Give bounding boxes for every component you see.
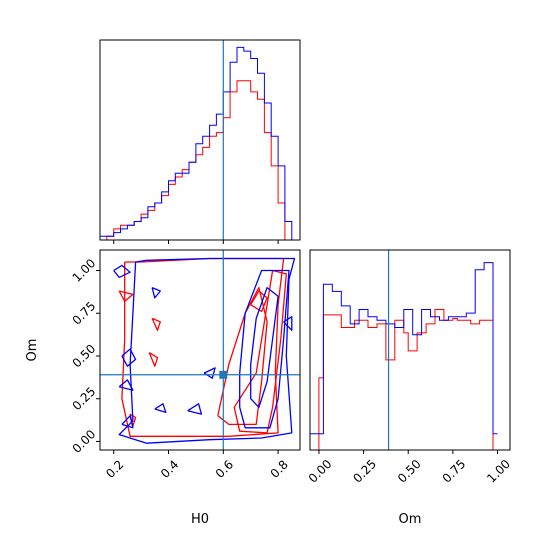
x-axis-label-om: Om xyxy=(399,512,422,527)
contour-frame xyxy=(99,249,301,451)
histogram-step-red xyxy=(310,309,498,451)
contour-blue-1 xyxy=(239,269,290,429)
contour-y-tick-label-4: 1.00 xyxy=(70,256,99,285)
histogram-step-blue xyxy=(100,46,299,241)
contour-blue-9 xyxy=(187,403,203,415)
contour-y-tick-label-3: 0.75 xyxy=(70,299,99,328)
contour-red-3 xyxy=(250,290,268,313)
contour-y-tick-label-1: 0.25 xyxy=(70,384,99,413)
contour-red-4 xyxy=(118,290,134,302)
om-x-tick-label-3: 0.75 xyxy=(440,457,469,486)
histogram-step-red xyxy=(100,80,299,241)
contour-blue-3 xyxy=(113,264,131,279)
contour-blue-7 xyxy=(121,415,134,429)
om-x-tick-label-1: 0.25 xyxy=(350,457,379,486)
om-x-tick-label-2: 0.50 xyxy=(395,457,424,486)
contour-blue-2 xyxy=(250,286,279,408)
contour-x-tick-label-2: 0.6 xyxy=(213,457,236,480)
histogram-step-blue xyxy=(310,262,498,435)
contour-blue-4 xyxy=(151,286,161,299)
h0-histogram-frame xyxy=(99,39,301,241)
contour-x-tick-label-0: 0.2 xyxy=(103,457,126,480)
contour-blue-5 xyxy=(121,348,137,367)
contour-red-5 xyxy=(151,317,161,331)
contour-blue-11 xyxy=(283,316,293,331)
contour-blue-0 xyxy=(118,257,296,444)
contour-blue-8 xyxy=(203,367,216,379)
contour-blue-6 xyxy=(118,379,134,391)
contour-blue-10 xyxy=(154,403,167,414)
y-axis-label-om: Om xyxy=(25,339,40,362)
contour-red-2 xyxy=(217,286,268,426)
contour-x-tick-label-1: 0.4 xyxy=(158,457,181,480)
contour-red-1 xyxy=(233,269,287,434)
h0-histogram-panel xyxy=(99,39,301,244)
contour-y-tick-label-0: 0.00 xyxy=(70,427,99,456)
truth-marker xyxy=(219,370,228,379)
om-histogram-frame xyxy=(309,249,511,451)
contour-y-tick-label-2: 0.50 xyxy=(70,342,99,371)
x-axis-label-h0: H0 xyxy=(191,512,209,527)
contour-red-6 xyxy=(148,352,159,367)
om-x-tick-label-0: 0.00 xyxy=(306,457,335,486)
contour-x-tick-label-3: 0.8 xyxy=(268,457,291,480)
om-histogram-panel: 0.00 0.25 0.50 0.75 1.00 Om xyxy=(306,249,513,527)
h0-om-contour-panel: 0.2 0.4 0.6 0.8 0.00 0.25 0.50 0.75 1.00 H0 Om xyxy=(25,249,301,527)
contour-red-0 xyxy=(121,257,285,437)
om-x-tick-label-4: 1.00 xyxy=(484,457,513,486)
